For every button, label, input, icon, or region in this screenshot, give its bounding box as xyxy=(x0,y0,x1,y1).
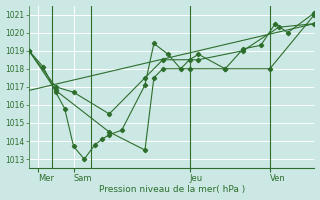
X-axis label: Pression niveau de la mer( hPa ): Pression niveau de la mer( hPa ) xyxy=(99,185,245,194)
